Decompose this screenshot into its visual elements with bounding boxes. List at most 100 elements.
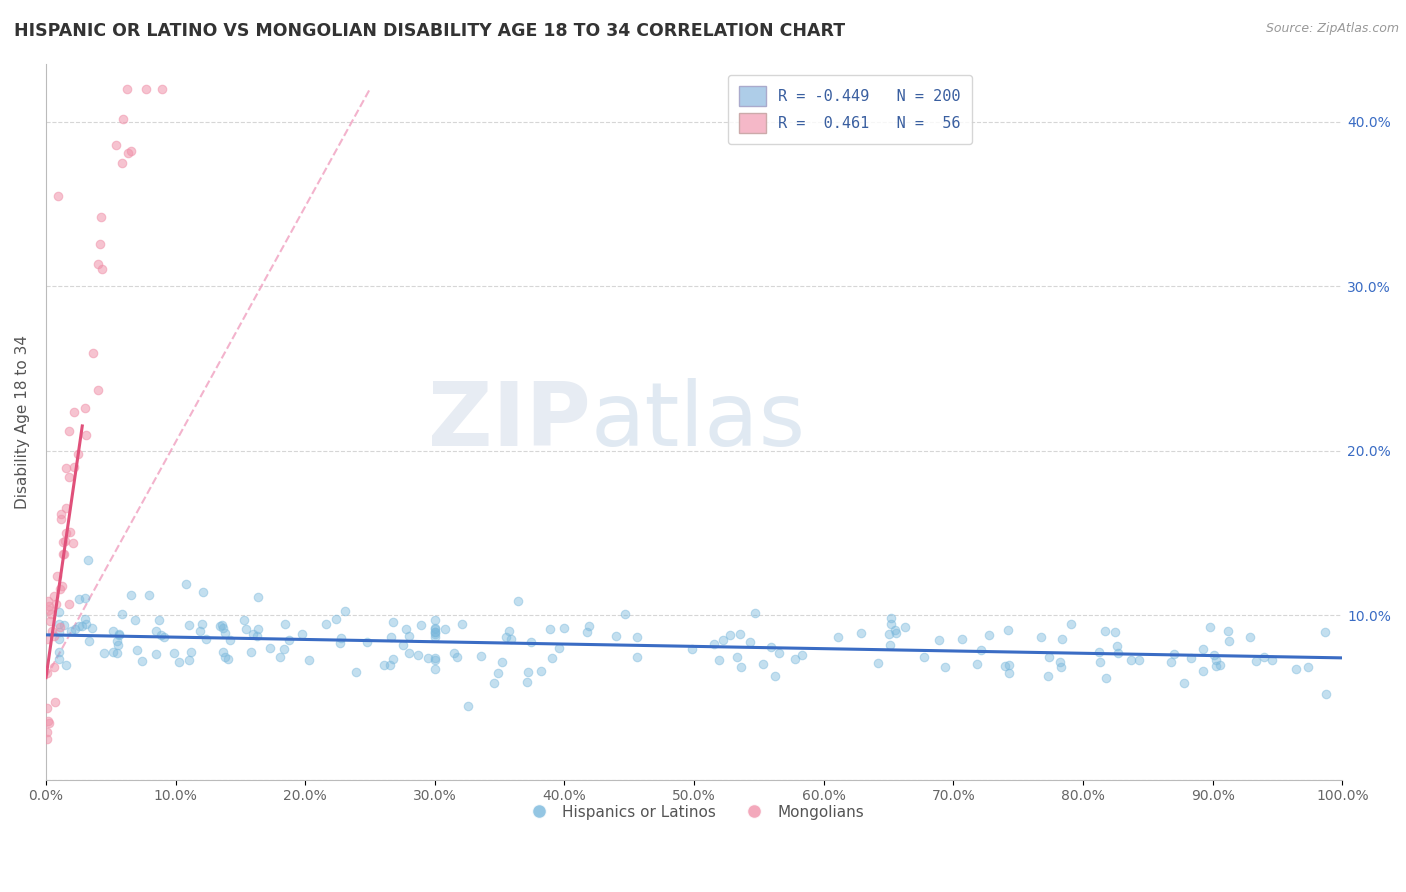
Point <box>423 624 446 639</box>
Point <box>214 650 236 665</box>
Point <box>117 146 139 161</box>
Point <box>423 621 446 635</box>
Point <box>1192 642 1215 657</box>
Point <box>42 589 65 603</box>
Point <box>124 613 146 627</box>
Point <box>1204 648 1226 663</box>
Point <box>138 588 160 602</box>
Point <box>111 156 134 170</box>
Point <box>167 655 190 669</box>
Point <box>153 630 176 644</box>
Point <box>131 655 153 669</box>
Point <box>242 627 264 641</box>
Point <box>398 646 420 660</box>
Point <box>1049 655 1071 669</box>
Point <box>1121 653 1143 667</box>
Point <box>446 650 468 665</box>
Point <box>86 383 108 397</box>
Point <box>145 624 167 638</box>
Y-axis label: Disability Age 18 to 34: Disability Age 18 to 34 <box>15 334 30 508</box>
Legend: Hispanics or Latinos, Mongolians: Hispanics or Latinos, Mongolians <box>517 798 870 826</box>
Point <box>1031 630 1053 644</box>
Point <box>1090 655 1112 669</box>
Point <box>219 632 242 647</box>
Point <box>547 641 569 656</box>
Point <box>273 641 295 656</box>
Point <box>491 656 513 670</box>
Point <box>498 624 520 639</box>
Point <box>730 660 752 674</box>
Point <box>517 665 540 679</box>
Point <box>934 660 956 674</box>
Point <box>1163 647 1185 661</box>
Point <box>711 632 734 647</box>
Point <box>423 653 446 667</box>
Point <box>49 508 72 522</box>
Point <box>89 237 111 252</box>
Point <box>894 620 917 634</box>
Point <box>246 629 269 643</box>
Point <box>1313 625 1336 640</box>
Point <box>378 657 401 672</box>
Point <box>75 617 97 632</box>
Point <box>1192 664 1215 678</box>
Point <box>278 632 301 647</box>
Point <box>37 732 59 747</box>
Point <box>41 624 63 639</box>
Point <box>107 639 129 653</box>
Point <box>42 659 65 673</box>
Point <box>912 649 935 664</box>
Point <box>1038 649 1060 664</box>
Text: atlas: atlas <box>591 378 806 466</box>
Point <box>120 588 142 602</box>
Point <box>1087 645 1109 659</box>
Point <box>1239 630 1261 644</box>
Point <box>58 424 80 438</box>
Point <box>1095 671 1118 685</box>
Point <box>148 613 170 627</box>
Point <box>1208 658 1230 673</box>
Point <box>997 666 1019 681</box>
Point <box>880 610 903 624</box>
Point <box>269 649 291 664</box>
Point <box>67 591 90 606</box>
Point <box>1173 676 1195 690</box>
Point <box>418 651 440 665</box>
Point <box>188 624 211 638</box>
Text: HISPANIC OR LATINO VS MONGOLIAN DISABILITY AGE 18 TO 34 CORRELATION CHART: HISPANIC OR LATINO VS MONGOLIAN DISABILI… <box>14 22 845 40</box>
Point <box>59 524 82 539</box>
Point <box>530 665 553 679</box>
Point <box>759 640 782 655</box>
Point <box>214 626 236 640</box>
Point <box>49 512 72 526</box>
Point <box>117 81 139 95</box>
Point <box>235 622 257 636</box>
Point <box>177 618 200 632</box>
Point <box>82 621 104 635</box>
Point <box>1094 624 1116 638</box>
Point <box>994 659 1017 673</box>
Point <box>423 625 446 640</box>
Point <box>768 646 790 660</box>
Point <box>380 630 402 644</box>
Point <box>409 617 432 632</box>
Point <box>45 597 67 611</box>
Point <box>1218 624 1240 638</box>
Point <box>55 461 77 475</box>
Point <box>53 618 76 632</box>
Point <box>626 650 648 665</box>
Point <box>101 624 124 638</box>
Point <box>37 594 59 608</box>
Point <box>423 622 446 636</box>
Point <box>212 645 235 659</box>
Point <box>470 649 492 664</box>
Point <box>52 534 75 549</box>
Point <box>681 641 703 656</box>
Point <box>55 658 77 673</box>
Point <box>970 643 993 657</box>
Point <box>613 607 636 621</box>
Point <box>135 81 157 95</box>
Point <box>950 632 973 646</box>
Point <box>752 657 775 671</box>
Point <box>433 622 456 636</box>
